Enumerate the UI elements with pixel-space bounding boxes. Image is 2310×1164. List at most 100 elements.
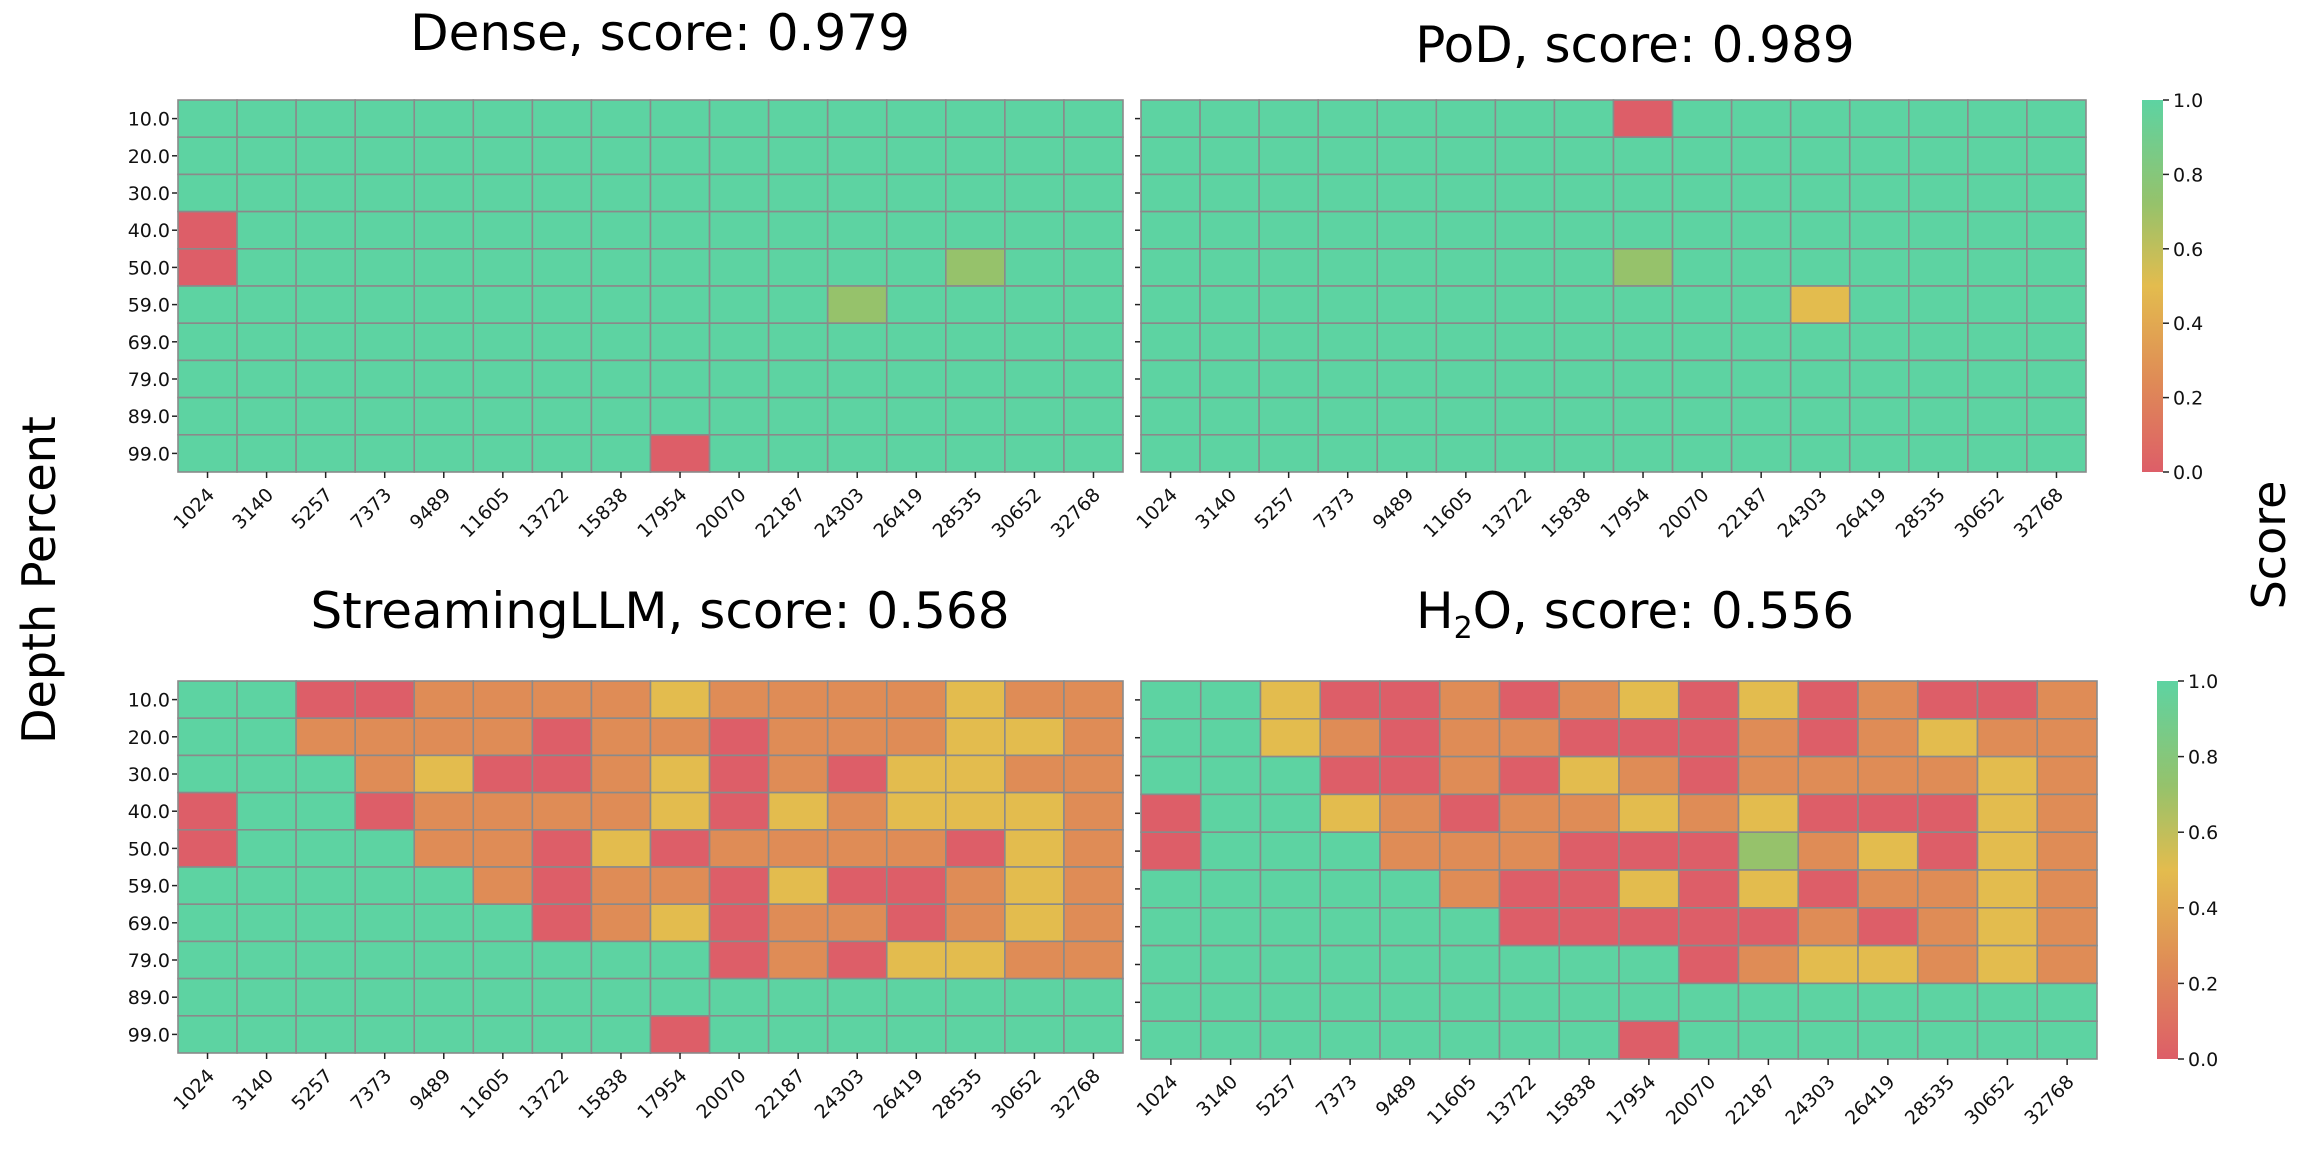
heatmap-cell [1967, 322, 2028, 362]
heatmap-cell [236, 322, 297, 362]
heatmap-cell [1004, 1014, 1065, 1054]
heatmap-cell [1558, 755, 1620, 796]
heatmap-cell [649, 1014, 711, 1054]
heatmap-cell [1494, 396, 1556, 436]
heatmap-cell [649, 433, 711, 473]
heatmap-cell [649, 173, 711, 213]
x-tick-label: 7373 [1312, 1071, 1362, 1121]
heatmap-cell [1317, 433, 1379, 473]
heatmap-cell [1140, 869, 1202, 909]
heatmap-cell [472, 1014, 534, 1054]
heatmap-cell [826, 322, 888, 362]
heatmap-cell [1379, 717, 1441, 758]
heatmap-cell [1319, 1020, 1381, 1060]
y-tick-label: 69.0 [128, 913, 170, 935]
heatmap-cell [236, 717, 297, 757]
x-tick-label: 32768 [1047, 484, 1105, 542]
heatmap-cell [826, 136, 888, 176]
x-tick-label: 9489 [406, 484, 456, 534]
heatmap-cell [1498, 717, 1561, 758]
heatmap-cell [1618, 869, 1680, 909]
heatmap-cell [885, 210, 947, 250]
heatmap-cell [708, 940, 770, 980]
heatmap-cell [1967, 359, 2028, 399]
y-tick-label: 89.0 [128, 406, 170, 428]
heatmap-cell [1004, 828, 1065, 868]
heatmap-cell [295, 903, 356, 943]
heatmap-cell [649, 359, 711, 399]
heatmap-cell [1004, 866, 1065, 906]
heatmap-cell [1438, 755, 1501, 796]
heatmap-cell [1438, 1020, 1501, 1060]
heatmap-cell [945, 903, 1006, 943]
colorbar-tick-label: 0.8 [2173, 164, 2203, 186]
heatmap-cell [1671, 359, 1733, 399]
heatmap-cell [1558, 906, 1620, 947]
panel-title-streamingllm: StreamingLLM, score: 0.568 [310, 582, 1009, 640]
heatmap-cell [2036, 793, 2098, 834]
heatmap-cell [945, 173, 1006, 213]
heatmap-cell [1258, 359, 1319, 399]
heatmap-cell [472, 359, 534, 399]
heatmap-cell [1797, 1020, 1859, 1060]
heatmap-cell [1435, 99, 1497, 139]
x-tick-label: 13722 [515, 484, 573, 542]
heatmap-cell [177, 248, 238, 287]
heatmap-cell [1259, 680, 1322, 720]
heatmap-cell [236, 903, 297, 943]
heatmap-cell [945, 680, 1006, 720]
heatmap-cell [708, 866, 770, 906]
heatmap-cell [1259, 982, 1322, 1023]
heatmap-cell [649, 791, 711, 831]
heatmap-cell [708, 136, 770, 176]
heatmap-cell [1259, 831, 1322, 871]
heatmap-cell [1063, 173, 1124, 213]
heatmap-cell [1319, 944, 1381, 985]
x-tick-label: 24303 [1781, 1071, 1839, 1129]
heatmap-cell [649, 99, 711, 139]
heatmap-cell [885, 977, 947, 1017]
heatmap-cell [1730, 359, 1792, 399]
heatmap-cell [472, 717, 534, 757]
heatmap-cell [413, 940, 475, 980]
heatmap-cell [1435, 248, 1497, 287]
heatmap-cell [1140, 173, 1201, 213]
heatmap-cell [1498, 793, 1561, 834]
heatmap-cell [649, 940, 711, 980]
heatmap-cell [295, 396, 356, 436]
heatmap-cell [236, 828, 297, 868]
heatmap-cell [1789, 396, 1851, 436]
heatmap-cell [1259, 793, 1322, 834]
heatmap-cell [1789, 99, 1851, 139]
heatmap-cell [590, 866, 652, 906]
heatmap-cell [1730, 433, 1792, 473]
heatmap-cell [1258, 396, 1319, 436]
heatmap-cell [177, 866, 238, 906]
heatmap-cell [885, 285, 947, 325]
heatmap-cell [1498, 831, 1561, 871]
heatmap-cell [1494, 99, 1556, 139]
heatmap-cell [1004, 903, 1065, 943]
heatmap-cell [1258, 285, 1319, 325]
heatmap-cell [1438, 831, 1501, 871]
heatmap-cell [649, 322, 711, 362]
heatmap-cell [767, 1014, 829, 1054]
heatmap-cell [1848, 433, 1910, 473]
heatmap-cell [531, 285, 593, 325]
heatmap-cell [1976, 906, 2039, 947]
heatmap-cell [1438, 793, 1501, 834]
heatmap-cell [1063, 210, 1124, 250]
heatmap-cell [590, 248, 652, 287]
heatmap-cell [1618, 717, 1680, 758]
heatmap-cell [826, 717, 888, 757]
heatmap-cell [1319, 793, 1381, 834]
heatmap-cell [177, 828, 238, 868]
heatmap-cell [1063, 136, 1124, 176]
heatmap-cell [472, 210, 534, 250]
heatmap-cell [1494, 433, 1556, 473]
heatmap-cell [1259, 906, 1322, 947]
heatmap-cell [1671, 173, 1733, 213]
heatmap-cell [826, 359, 888, 399]
heatmap-cell [236, 248, 297, 287]
heatmap-cell [1797, 680, 1859, 720]
